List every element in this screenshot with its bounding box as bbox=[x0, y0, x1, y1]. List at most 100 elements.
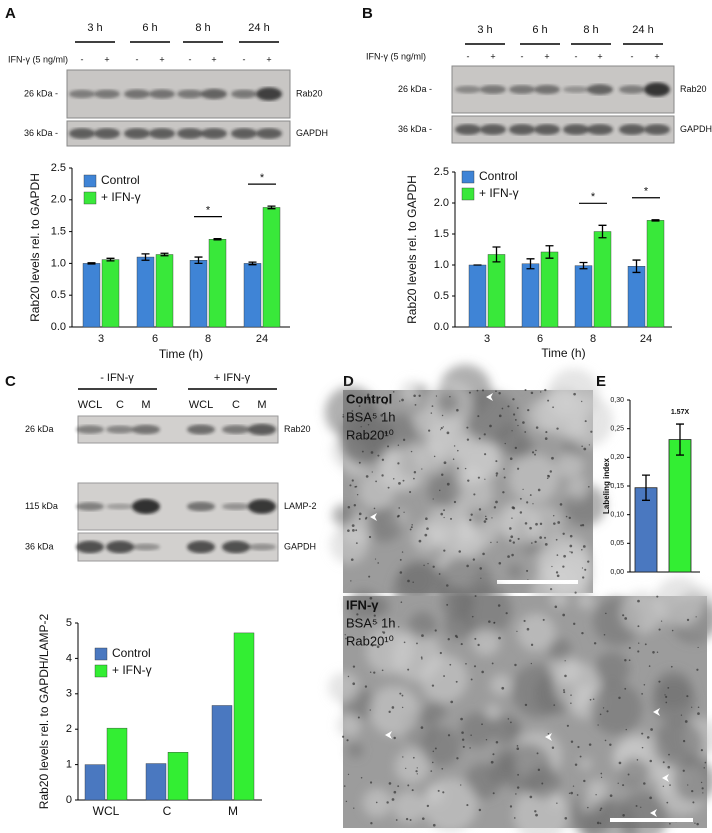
significance-label: * bbox=[206, 205, 211, 217]
em-dot bbox=[423, 564, 425, 567]
y-tick-label: 5 bbox=[66, 617, 72, 629]
em-dot bbox=[514, 419, 517, 421]
em-dot bbox=[346, 739, 349, 742]
em-blob bbox=[550, 589, 569, 608]
em-dot bbox=[564, 674, 567, 678]
error-bar bbox=[676, 423, 684, 456]
em-dot bbox=[431, 684, 435, 687]
em-dot bbox=[380, 414, 384, 417]
em-dot bbox=[352, 436, 355, 438]
em-dot bbox=[569, 534, 573, 538]
band bbox=[187, 501, 215, 512]
x-tick-label: 3 bbox=[98, 333, 104, 345]
band bbox=[132, 543, 160, 551]
em-dot bbox=[465, 662, 467, 665]
em-dot bbox=[609, 743, 612, 746]
legend-label: + IFN-γ bbox=[479, 186, 519, 200]
time-label: 24 h bbox=[632, 24, 653, 36]
em-dot bbox=[583, 779, 586, 783]
em-dot bbox=[496, 541, 498, 543]
em-dot bbox=[523, 619, 526, 623]
em-dot bbox=[387, 486, 390, 489]
em-dot bbox=[562, 613, 566, 617]
em-dot bbox=[490, 760, 494, 764]
band bbox=[563, 124, 589, 135]
em-dot bbox=[369, 671, 372, 674]
em-dot bbox=[507, 405, 510, 408]
em-dot bbox=[495, 460, 498, 463]
em-dot bbox=[351, 415, 354, 419]
em-dot bbox=[446, 584, 449, 587]
em-dot bbox=[399, 571, 403, 574]
em-dot bbox=[399, 400, 401, 402]
em-dot bbox=[522, 421, 525, 424]
em-dot bbox=[439, 429, 442, 431]
em-blob bbox=[582, 800, 638, 833]
em-dot bbox=[701, 787, 704, 790]
em-dot bbox=[547, 474, 549, 477]
lane-label: C bbox=[116, 399, 124, 411]
band bbox=[222, 425, 250, 434]
em-blob bbox=[509, 453, 559, 504]
bar bbox=[646, 220, 665, 328]
bar bbox=[574, 265, 593, 328]
em-dot bbox=[399, 558, 402, 561]
em-dot bbox=[549, 588, 553, 591]
em-dot bbox=[485, 518, 487, 520]
em-dot bbox=[563, 554, 566, 558]
em-dot bbox=[529, 494, 532, 496]
em-dot bbox=[358, 518, 361, 520]
em-dot bbox=[686, 695, 689, 698]
em-dot bbox=[495, 474, 498, 477]
em-dot bbox=[470, 513, 473, 516]
em-blob bbox=[654, 576, 705, 627]
em-blob bbox=[358, 472, 396, 510]
x-tick-label: 8 bbox=[590, 333, 596, 345]
x-tick-label: 6 bbox=[152, 333, 158, 345]
em-dot bbox=[382, 631, 384, 633]
bar bbox=[167, 752, 189, 801]
em-dot bbox=[555, 538, 558, 541]
bar bbox=[668, 439, 692, 573]
em-dot bbox=[544, 388, 547, 392]
em-dot bbox=[503, 476, 506, 479]
em-dot bbox=[426, 804, 430, 808]
protein-label: Rab20 bbox=[680, 84, 707, 94]
em-dot bbox=[371, 644, 374, 647]
significance-label: * bbox=[644, 186, 649, 198]
em-dot bbox=[350, 580, 352, 582]
em-dot bbox=[553, 704, 556, 706]
em-dot bbox=[656, 595, 659, 598]
em-dot bbox=[402, 438, 406, 441]
em-dot bbox=[552, 406, 554, 409]
em-dot bbox=[643, 782, 646, 785]
em-dot bbox=[409, 528, 412, 531]
em-dot bbox=[624, 687, 627, 690]
em-dot bbox=[590, 430, 593, 433]
em-dot bbox=[403, 641, 406, 644]
lane-sign: + bbox=[490, 51, 495, 61]
em-blob bbox=[594, 651, 630, 687]
em-dot bbox=[512, 413, 516, 416]
em-dot bbox=[583, 447, 587, 451]
em-dot bbox=[450, 700, 454, 704]
em-dot bbox=[694, 822, 696, 824]
em-dot bbox=[478, 437, 481, 440]
legend-label: + IFN-γ bbox=[112, 663, 152, 677]
em-dot bbox=[582, 545, 586, 548]
em-dot bbox=[592, 698, 595, 700]
band bbox=[132, 499, 160, 514]
em-dot bbox=[670, 665, 673, 668]
em-dot bbox=[581, 400, 583, 403]
legend-label: + IFN-γ bbox=[101, 190, 141, 204]
em-dot bbox=[432, 750, 435, 753]
em-dot bbox=[551, 746, 555, 749]
bar bbox=[145, 763, 167, 801]
em-dot bbox=[373, 399, 375, 402]
em-dot bbox=[691, 706, 693, 708]
em-dot bbox=[700, 781, 703, 784]
treatment-label: IFN-γ (5 ng/ml) bbox=[8, 54, 68, 64]
lane-sign: + bbox=[104, 54, 109, 64]
em-dot bbox=[442, 791, 445, 794]
em-dot bbox=[526, 501, 529, 504]
